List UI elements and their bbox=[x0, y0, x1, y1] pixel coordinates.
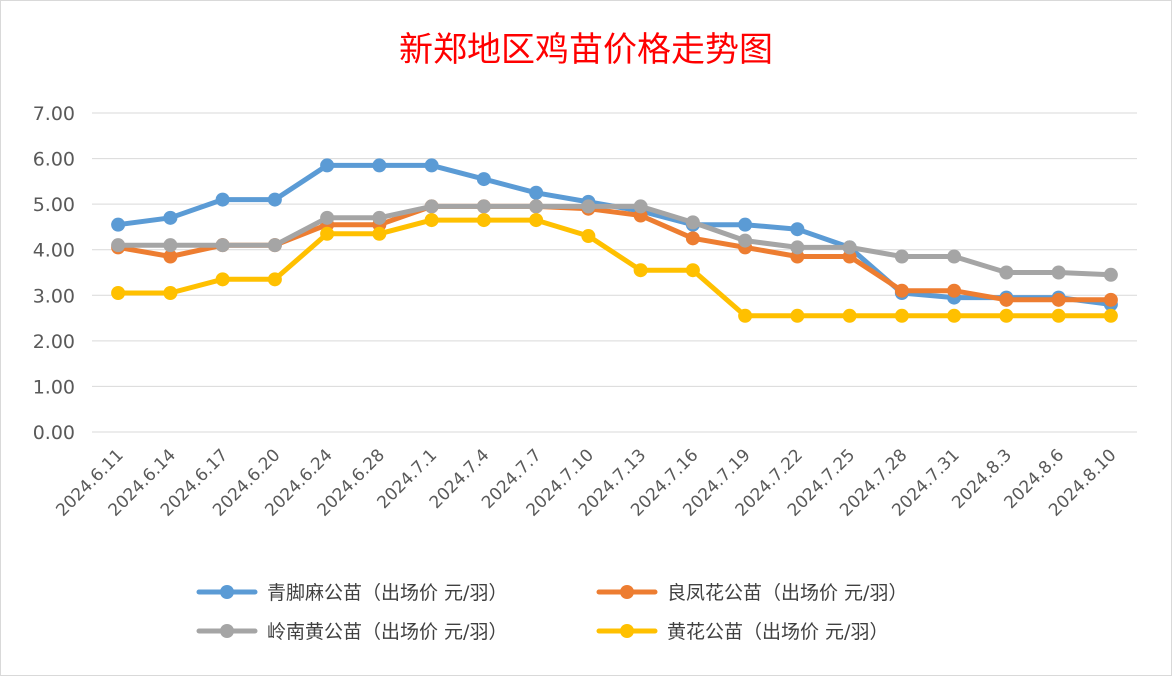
series-line bbox=[115, 217, 1114, 319]
data-point bbox=[320, 226, 335, 241]
legend-swatch-marker bbox=[220, 585, 234, 599]
data-point bbox=[1103, 308, 1118, 323]
data-point bbox=[267, 238, 282, 253]
data-point bbox=[1051, 308, 1066, 323]
legend: 青脚麻公苗（出场价 元/羽） 良凤花公苗（出场价 元/羽） 岭南黄公苗（出场价 元/… bbox=[196, 582, 907, 643]
data-point bbox=[163, 210, 178, 225]
data-point bbox=[267, 192, 282, 207]
data-point bbox=[633, 263, 648, 278]
data-point bbox=[685, 215, 700, 230]
data-point bbox=[372, 210, 387, 225]
legend-swatch-marker bbox=[620, 585, 634, 599]
legend-item: 黄花公苗（出场价 元/羽） bbox=[596, 621, 888, 643]
data-point bbox=[790, 222, 805, 237]
legend-label: 良凤花公苗（出场价 元/羽） bbox=[667, 582, 907, 604]
legend-label: 黄花公苗（出场价 元/羽） bbox=[667, 621, 888, 643]
data-point bbox=[424, 158, 439, 173]
data-point bbox=[685, 263, 700, 278]
data-point bbox=[581, 229, 596, 244]
y-tick-label: 0.00 bbox=[33, 422, 75, 444]
gridlines bbox=[92, 112, 1137, 433]
data-point bbox=[1051, 265, 1066, 280]
data-point bbox=[424, 199, 439, 214]
data-point bbox=[999, 265, 1014, 280]
data-point bbox=[947, 308, 962, 323]
data-point bbox=[1103, 292, 1118, 307]
series-line bbox=[115, 203, 1114, 278]
data-point bbox=[320, 210, 335, 225]
data-point bbox=[790, 308, 805, 323]
data-point bbox=[738, 308, 753, 323]
data-point bbox=[372, 226, 387, 241]
data-point bbox=[894, 283, 909, 298]
data-point bbox=[999, 308, 1014, 323]
data-point bbox=[372, 158, 387, 173]
series-lines bbox=[111, 158, 1118, 323]
legend-item: 岭南黄公苗（出场价 元/羽） bbox=[196, 621, 507, 643]
y-tick-label: 3.00 bbox=[33, 285, 75, 307]
data-point bbox=[633, 199, 648, 214]
data-point bbox=[529, 213, 544, 228]
legend-swatch-marker bbox=[620, 624, 634, 638]
y-tick-label: 7.00 bbox=[33, 103, 75, 125]
data-point bbox=[1051, 292, 1066, 307]
data-point bbox=[790, 240, 805, 255]
legend-swatch-marker bbox=[220, 624, 234, 638]
data-point bbox=[476, 172, 491, 187]
series-1 bbox=[111, 158, 1118, 312]
data-point bbox=[842, 240, 857, 255]
data-point bbox=[111, 217, 126, 232]
y-tick-label: 5.00 bbox=[33, 194, 75, 216]
data-point bbox=[163, 249, 178, 264]
series-line bbox=[115, 162, 1114, 307]
data-point bbox=[947, 249, 962, 264]
data-point bbox=[163, 286, 178, 301]
data-point bbox=[842, 308, 857, 323]
y-tick-label: 1.00 bbox=[33, 376, 75, 398]
y-tick-label: 2.00 bbox=[33, 331, 75, 353]
series-3 bbox=[111, 199, 1118, 282]
data-point bbox=[476, 213, 491, 228]
series-4 bbox=[111, 213, 1118, 323]
legend-item: 良凤花公苗（出场价 元/羽） bbox=[596, 582, 907, 604]
data-point bbox=[320, 158, 335, 173]
legend-label: 岭南黄公苗（出场价 元/羽） bbox=[267, 621, 507, 643]
legend-item: 青脚麻公苗（出场价 元/羽） bbox=[196, 582, 507, 604]
data-point bbox=[215, 192, 230, 207]
data-point bbox=[738, 217, 753, 232]
data-point bbox=[1103, 267, 1118, 282]
data-point bbox=[529, 199, 544, 214]
data-point bbox=[529, 185, 544, 200]
data-point bbox=[894, 249, 909, 264]
data-point bbox=[581, 199, 596, 214]
data-point bbox=[424, 213, 439, 228]
data-point bbox=[999, 292, 1014, 307]
chart-title: 新郑地区鸡苗价格走势图 bbox=[399, 30, 773, 70]
y-tick-label: 6.00 bbox=[33, 149, 75, 171]
data-point bbox=[738, 233, 753, 248]
data-point bbox=[111, 286, 126, 301]
data-point bbox=[215, 272, 230, 287]
data-point bbox=[111, 238, 126, 253]
data-point bbox=[267, 272, 282, 287]
y-axis-ticks: 0.00 1.00 2.00 3.00 4.00 5.00 6.00 7.00 bbox=[33, 103, 75, 444]
data-point bbox=[476, 199, 491, 214]
legend-label: 青脚麻公苗（出场价 元/羽） bbox=[267, 582, 507, 604]
data-point bbox=[215, 238, 230, 253]
data-point bbox=[894, 308, 909, 323]
x-axis-ticks: 2024.6.112024.6.142024.6.172024.6.202024… bbox=[52, 445, 1120, 520]
data-point bbox=[163, 238, 178, 253]
data-point bbox=[685, 231, 700, 246]
data-point bbox=[947, 283, 962, 298]
y-tick-label: 4.00 bbox=[33, 240, 75, 262]
